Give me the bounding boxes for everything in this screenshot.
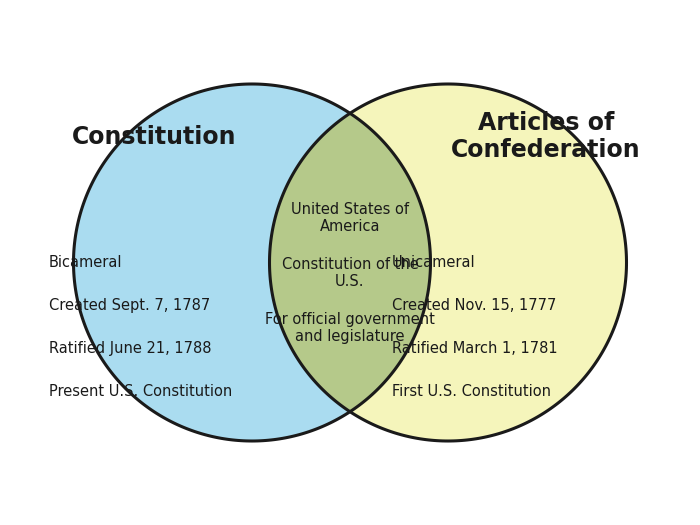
Text: Ratified March 1, 1781: Ratified March 1, 1781 <box>392 341 558 356</box>
PathPatch shape <box>270 84 626 441</box>
Text: First U.S. Constitution: First U.S. Constitution <box>392 384 551 399</box>
Text: Unicameral: Unicameral <box>392 255 475 270</box>
Text: Created Nov. 15, 1777: Created Nov. 15, 1777 <box>392 298 556 313</box>
Text: Created Sept. 7, 1787: Created Sept. 7, 1787 <box>49 298 210 313</box>
Text: Articles of
Confederation: Articles of Confederation <box>452 111 640 162</box>
Text: Constitution: Constitution <box>71 124 237 149</box>
Text: For official government
and legislature: For official government and legislature <box>265 312 435 344</box>
PathPatch shape <box>270 113 430 412</box>
Text: United States of
America: United States of America <box>291 202 409 234</box>
PathPatch shape <box>74 84 430 441</box>
Text: Ratified June 21, 1788: Ratified June 21, 1788 <box>49 341 211 356</box>
Text: Bicameral: Bicameral <box>49 255 122 270</box>
Text: Present U.S. Constitution: Present U.S. Constitution <box>49 384 232 399</box>
Text: Constitution of the
U.S.: Constitution of the U.S. <box>281 257 419 289</box>
